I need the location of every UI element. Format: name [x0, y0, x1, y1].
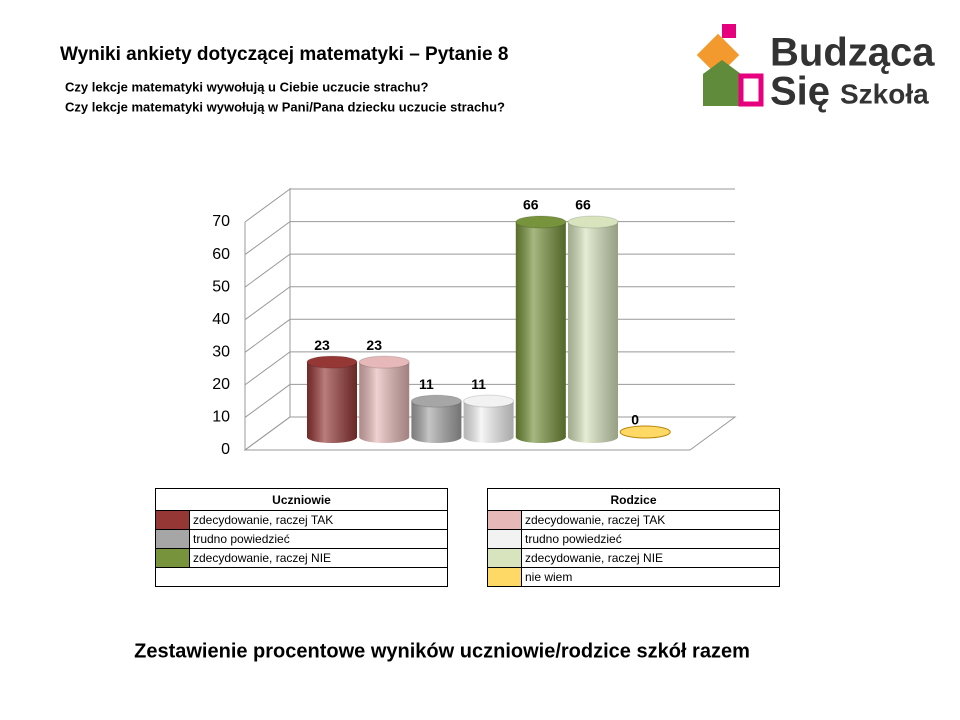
data-label: 23 [366, 337, 382, 353]
legend-table: Rodzice zdecydowanie, raczej TAK trudno po… [487, 488, 780, 587]
y-tick-label: 30 [212, 344, 230, 361]
legend-empty [155, 567, 448, 587]
subtitle: Czy lekcje matematyki wywołują w Pani/Pa… [65, 99, 505, 114]
data-label: 66 [523, 197, 539, 213]
legend-swatch [155, 510, 190, 530]
legend-table: Uczniowie zdecydowanie, raczej TAK trudno … [155, 488, 448, 587]
bar-group [515, 215, 567, 443]
bar-top [306, 355, 358, 369]
legend-swatch [487, 548, 522, 568]
grid-line [244, 221, 735, 255]
subtitle: Czy lekcje matematyki wywołują u Ciebie … [65, 79, 428, 94]
grid-line [244, 188, 735, 223]
bar-top [410, 394, 462, 408]
bar-top [515, 215, 567, 229]
footer: Zestawienie procentowe wyników uczniowie… [134, 640, 750, 662]
bar-group [619, 425, 671, 439]
legend-swatch [487, 510, 522, 530]
bar-shade [463, 401, 514, 443]
grid-line [244, 253, 735, 288]
logo-shape [703, 60, 741, 106]
logo-shape [738, 73, 764, 107]
legend-swatch [155, 548, 190, 568]
legend-swatch [487, 567, 522, 587]
legend-title: Rodzice [487, 488, 780, 511]
y-tick-label: 20 [212, 376, 230, 393]
bar-shade [515, 222, 566, 443]
bar-shade [568, 222, 618, 443]
logo: Budząca Się Szkoła [696, 24, 935, 114]
bar-group [410, 394, 462, 443]
legend-swatch [155, 529, 190, 549]
bar-group [463, 394, 515, 443]
legend-label: zdecydowanie, raczej NIE [189, 548, 448, 568]
logo-shape [722, 24, 736, 38]
data-label: 0 [631, 412, 639, 428]
bar-top [567, 215, 619, 229]
bar-group [567, 215, 619, 443]
bar [619, 425, 671, 439]
logo-text: Się [770, 70, 830, 114]
logo-text: Szkoła [840, 78, 929, 109]
bar-top [358, 355, 410, 369]
bar-group [306, 355, 358, 443]
data-label: 11 [419, 376, 434, 392]
y-tick-label: 70 [212, 213, 230, 230]
bar-group [358, 355, 410, 443]
legend-label: trudno powiedzieć [521, 529, 780, 549]
bar-shade [411, 401, 462, 443]
legend-label: nie wiem [521, 567, 780, 587]
legend-label: zdecydowanie, raczej NIE [521, 548, 780, 568]
data-label: 11 [471, 376, 486, 392]
y-tick-label: 0 [221, 441, 230, 458]
bar-top [463, 394, 515, 408]
bar-shade [359, 362, 410, 443]
bar-shade [307, 362, 357, 443]
data-label: 23 [314, 337, 330, 353]
legend-swatch [487, 529, 522, 549]
legend-title: Uczniowie [155, 488, 448, 511]
data-label: 66 [575, 197, 591, 213]
wall-edge [244, 188, 291, 450]
logo-text: Budząca [770, 31, 935, 75]
y-tick-label: 10 [212, 409, 230, 426]
grid-line [244, 286, 735, 321]
y-tick-label: 60 [212, 246, 230, 263]
y-tick-label: 40 [212, 311, 230, 328]
legend-label: zdecydowanie, raczej TAK [521, 510, 780, 530]
legend-label: zdecydowanie, raczej TAK [189, 510, 448, 530]
chart-title: Wyniki ankiety dotyczącej matematyki – P… [60, 44, 508, 65]
legend-label: trudno powiedzieć [189, 529, 448, 549]
y-tick-label: 50 [212, 278, 230, 295]
